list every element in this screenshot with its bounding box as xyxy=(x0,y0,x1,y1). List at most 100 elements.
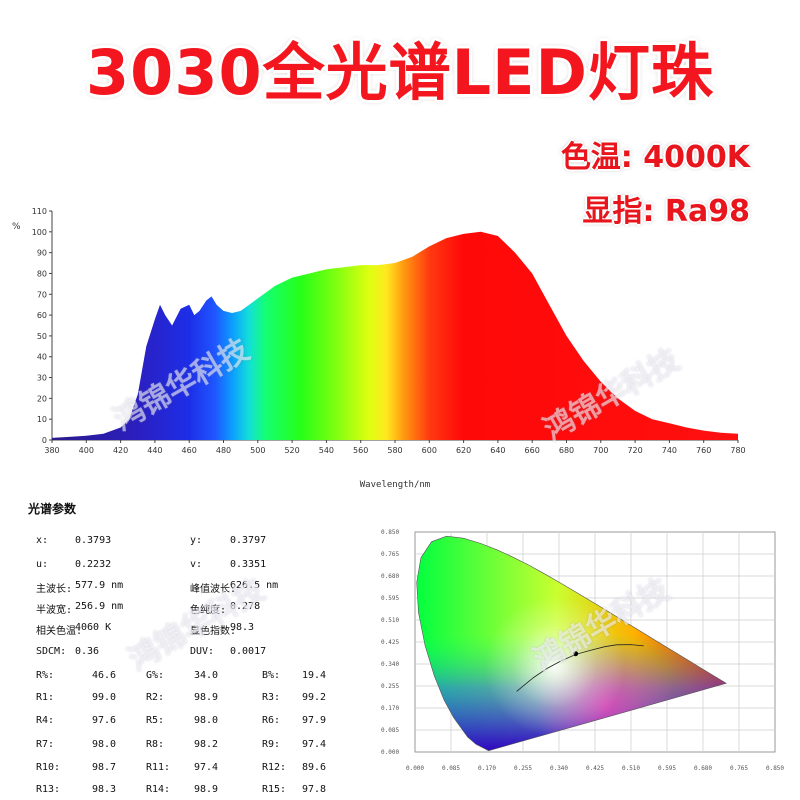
planckian-locus xyxy=(516,644,644,692)
cie-y-tick-label: 0.680 xyxy=(381,573,399,580)
param-label: 色纯度: xyxy=(190,605,227,616)
param-value: 89.6 xyxy=(302,762,327,773)
x-tick-label: 380 xyxy=(44,446,59,455)
y-tick-label: 100 xyxy=(32,228,47,237)
x-tick-label: 400 xyxy=(79,446,94,455)
param-label: R8: xyxy=(146,739,165,750)
cie-y-tick-label: 0.850 xyxy=(381,529,399,536)
param-value: 256.9 nm xyxy=(75,601,124,612)
param-label: R5: xyxy=(146,715,165,726)
params-title: 光谱参数 xyxy=(28,502,77,516)
cie-x-tick-label: 0.850 xyxy=(766,765,784,772)
x-tick-label: 700 xyxy=(593,446,608,455)
x-tick-label: 500 xyxy=(250,446,265,455)
x-tick-label: 560 xyxy=(353,446,368,455)
param-label: v: xyxy=(190,559,203,570)
param-value: 97.6 xyxy=(92,715,117,726)
param-label: R9: xyxy=(262,739,281,750)
param-label: 半波宽: xyxy=(36,605,73,616)
y-tick-label: 70 xyxy=(37,290,47,299)
param-value: 98.3 xyxy=(92,784,117,795)
param-value: 98.2 xyxy=(194,739,219,750)
param-value: 97.4 xyxy=(302,739,327,750)
param-label: R14: xyxy=(146,784,171,795)
param-label: 显色指数: xyxy=(190,626,237,637)
cie-x-tick-label: 0.425 xyxy=(586,765,604,772)
param-value: 98.9 xyxy=(194,692,219,703)
param-label: R10: xyxy=(36,762,61,773)
cri-spec: 显指: Ra98 xyxy=(582,194,750,229)
cie-y-tick-label: 0.000 xyxy=(381,749,399,756)
y-tick-label: 50 xyxy=(37,332,47,341)
param-value: 98.0 xyxy=(194,715,219,726)
y-tick-label: 90 xyxy=(37,249,47,258)
x-tick-label: 740 xyxy=(662,446,677,455)
param-value: 34.0 xyxy=(194,670,219,681)
spectrum-chart: 0 10 20 30 40 50 60 70 80 90 100 110 380 400 420 440 460… xyxy=(12,207,746,490)
param-label: 峰值波长: xyxy=(190,584,237,595)
param-value: 99.0 xyxy=(92,692,117,703)
param-value: 98.0 xyxy=(92,739,117,750)
param-value: 97.8 xyxy=(302,784,327,795)
param-label: x: xyxy=(36,535,49,546)
y-tick-label: 30 xyxy=(37,374,47,383)
cie-x-tick-label: 0.680 xyxy=(694,765,712,772)
x-tick-label: 780 xyxy=(730,446,745,455)
param-value: 0.3793 xyxy=(75,535,112,546)
param-label: R6: xyxy=(262,715,281,726)
param-value: 626.5 nm xyxy=(230,580,279,591)
x-tick-label: 620 xyxy=(456,446,471,455)
cie-x-tick-label: 0.765 xyxy=(730,765,748,772)
param-label: R%: xyxy=(36,670,55,681)
param-value: 97.9 xyxy=(302,715,327,726)
x-tick-label: 640 xyxy=(490,446,505,455)
param-value: 97.4 xyxy=(194,762,219,773)
param-label: R3: xyxy=(262,692,281,703)
x-tick-label: 480 xyxy=(216,446,231,455)
y-tick-label: 80 xyxy=(37,269,47,278)
x-tick-label: 440 xyxy=(147,446,162,455)
param-value: 0.3797 xyxy=(230,535,267,546)
param-label: R12: xyxy=(262,762,287,773)
param-value: 99.2 xyxy=(302,692,327,703)
cct-spec: 色温: 4000K xyxy=(560,140,750,175)
cie-x-tick-label: 0.510 xyxy=(622,765,640,772)
y-tick-label: 0 xyxy=(42,436,47,445)
cie-y-tick-label: 0.340 xyxy=(381,661,399,668)
x-axis-label: Wavelength/nm xyxy=(360,480,430,490)
param-label: R2: xyxy=(146,692,165,703)
y-tick-label: 40 xyxy=(37,353,47,362)
x-tick-label: 520 xyxy=(284,446,299,455)
param-value: 0.3351 xyxy=(230,559,267,570)
param-value: 0.278 xyxy=(230,601,261,612)
cie-y-tick-label: 0.170 xyxy=(381,705,399,712)
param-label: y: xyxy=(190,535,203,546)
cie-y-tick-label: 0.510 xyxy=(381,617,399,624)
param-label: u: xyxy=(36,559,49,570)
param-label: R15: xyxy=(262,784,287,795)
cie-x-tick-label: 0.085 xyxy=(442,765,460,772)
cie-y-tick-label: 0.085 xyxy=(381,727,399,734)
cie-y-tick-label: 0.255 xyxy=(381,683,399,690)
cie-x-tick-label: 0.000 xyxy=(406,765,424,772)
param-label: G%: xyxy=(146,670,165,681)
param-value: 4060 K xyxy=(75,622,112,633)
x-tick-label: 420 xyxy=(113,446,128,455)
param-value: 577.9 nm xyxy=(75,580,124,591)
cie-chart: 0.000 0.085 0.170 0.255 0.340 0.425 0.510 0.595… xyxy=(381,529,784,772)
param-value: 0.36 xyxy=(75,646,100,657)
param-value: 98.7 xyxy=(92,762,117,773)
param-label: R13: xyxy=(36,784,61,795)
x-tick-label: 720 xyxy=(627,446,642,455)
param-value: 0.0017 xyxy=(230,646,267,657)
chromaticity-point xyxy=(573,651,579,657)
y-axis-label: % xyxy=(12,222,21,232)
y-tick-label: 20 xyxy=(37,394,47,403)
x-tick-label: 760 xyxy=(696,446,711,455)
param-label: 主波长: xyxy=(36,584,73,595)
param-value: 98.3 xyxy=(230,622,255,633)
page-title: 3030全光谱LED灯珠 xyxy=(86,36,714,109)
param-label: 相关色温: xyxy=(36,626,83,637)
x-tick-label: 460 xyxy=(182,446,197,455)
cie-x-tick-label: 0.255 xyxy=(514,765,532,772)
